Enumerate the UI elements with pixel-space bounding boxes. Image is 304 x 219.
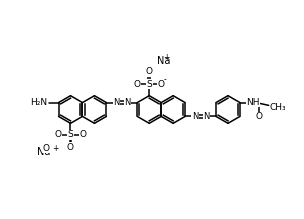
Text: O: O [158,79,165,88]
Text: N: N [192,112,198,121]
Text: NH: NH [246,97,260,106]
Text: Na: Na [37,147,50,157]
Text: O: O [133,79,140,88]
Text: N: N [203,112,209,121]
Text: O: O [67,143,74,152]
Text: O: O [79,131,86,140]
Text: +: + [163,53,170,62]
Text: -: - [164,75,166,84]
Text: O: O [43,144,50,153]
Text: +: + [52,144,58,153]
Text: N: N [113,98,119,107]
Text: O: O [255,113,263,122]
Text: O: O [146,67,153,76]
Text: N: N [124,98,131,107]
Text: S: S [146,79,152,88]
Text: O: O [55,131,62,140]
Text: H₂N: H₂N [30,98,47,107]
Text: CH₃: CH₃ [270,103,286,112]
Text: Na: Na [157,57,170,66]
Text: S: S [67,131,73,140]
